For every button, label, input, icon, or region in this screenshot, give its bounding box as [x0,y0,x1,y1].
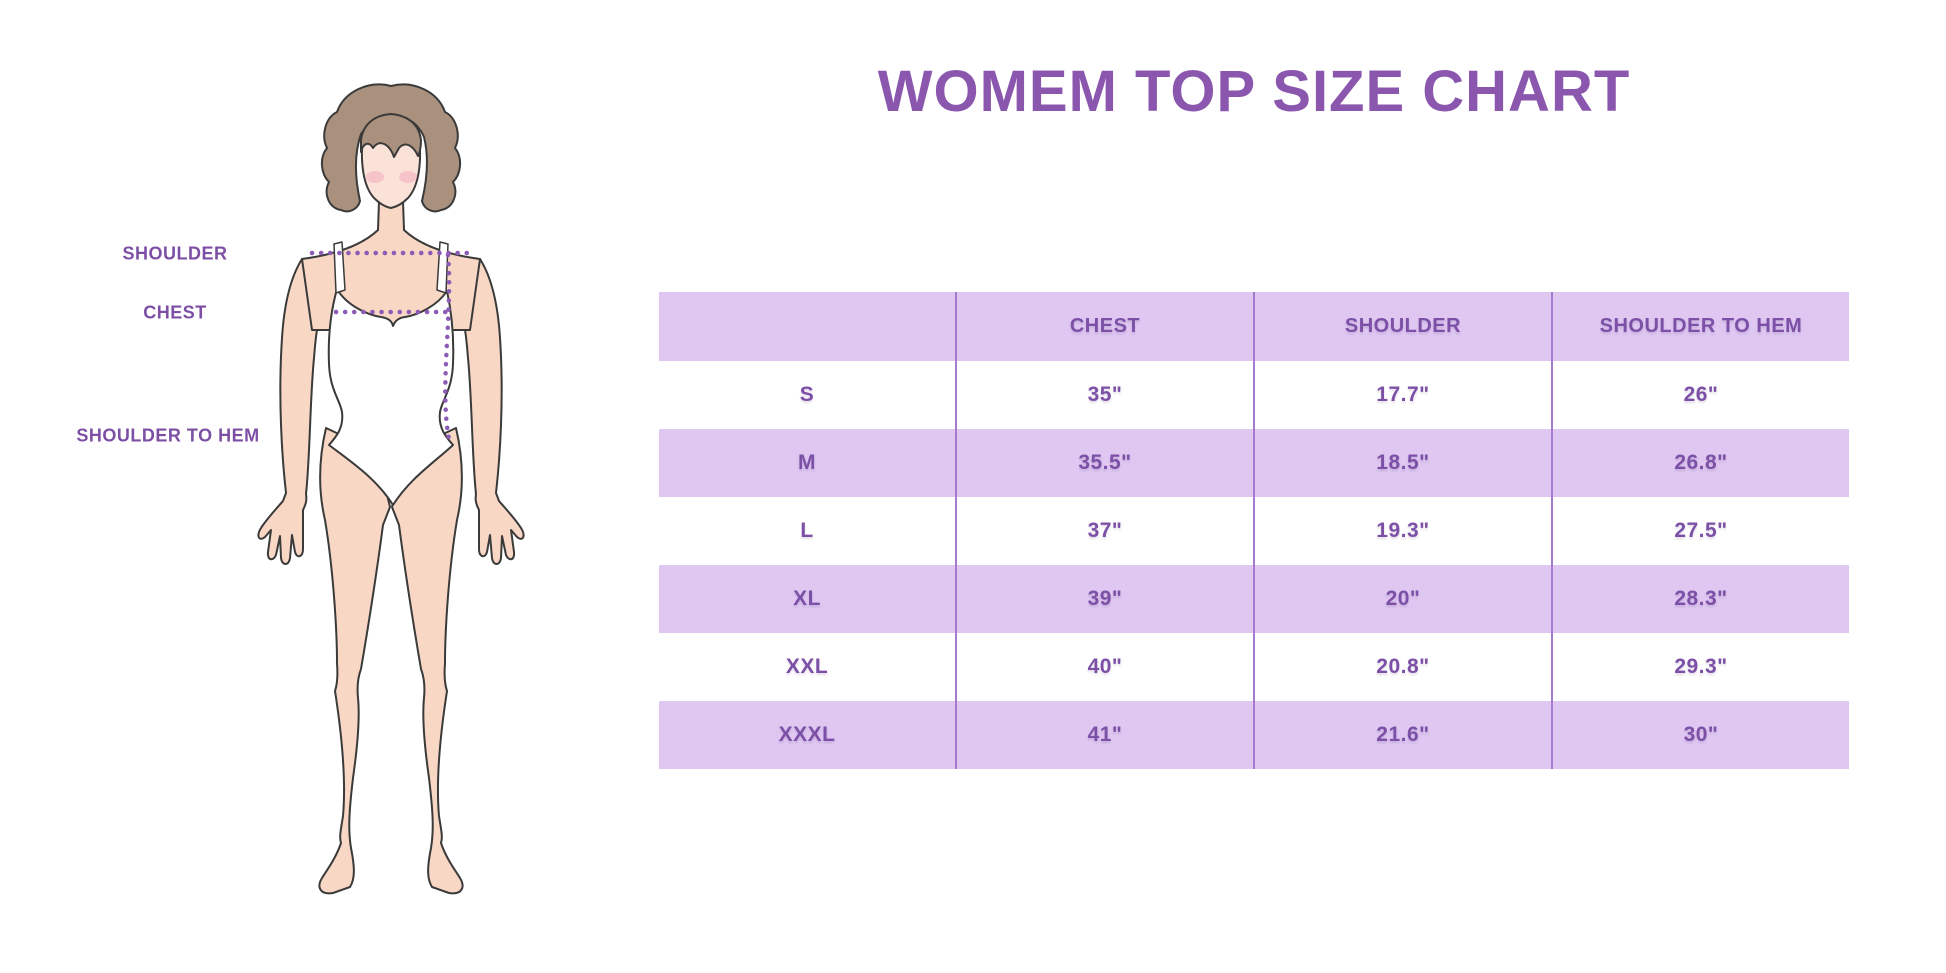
page-title: WOMEM TOP SIZE CHART [877,59,1631,124]
cell-size: XL [793,587,821,610]
cell-shoulder: 19.3" [1252,497,1552,565]
cell-chest: 40" [955,633,1254,701]
figure-blush-right [399,171,417,183]
cell-size: S [799,383,815,406]
measure-line-shoulder-to-hem [443,252,452,442]
header-size [659,292,956,361]
cell-shoulder: 20" [1252,565,1552,633]
label-shoulder: SHOULDER [122,243,228,264]
header-shoulder: SHOULDER [1252,292,1552,361]
cell-size: XXXL [778,723,836,746]
cell-chest: 35.5" [955,429,1254,497]
woman-figure-svg [257,83,525,895]
table-row: XL 39" 20" 28.3" [659,565,1849,633]
table-row: XXXL 41" 21.6" 30" [659,701,1849,769]
figure-left-strap [333,241,346,294]
cell-size: L [800,519,814,542]
figure-left-leg [318,427,391,895]
cell-chest: 35" [955,361,1254,429]
figure-hair-fringe [360,113,422,158]
cell-shoulder-to-hem: 28.3" [1550,565,1849,633]
woman-figure-illustration [230,58,550,930]
table-header-row: CHEST SHOULDER SHOULDER TO HEM [659,292,1849,361]
cell-shoulder-to-hem: 30" [1550,701,1849,769]
cell-chest: 37" [955,497,1254,565]
label-shoulder-to-hem: SHOULDER TO HEM [76,425,260,446]
size-chart-table: CHEST SHOULDER SHOULDER TO HEM S 35" 17.… [659,292,1849,769]
cell-shoulder-to-hem: 27.5" [1550,497,1849,565]
cell-chest: 41" [955,701,1254,769]
header-chest: CHEST [955,292,1254,361]
table-row: M 35.5" 18.5" 26.8" [659,429,1849,497]
figure-right-arm [454,258,525,565]
cell-size: M [798,451,816,474]
table-row: XXL 40" 20.8" 29.3" [659,633,1849,701]
cell-shoulder: 18.5" [1252,429,1552,497]
cell-shoulder-to-hem: 29.3" [1550,633,1849,701]
header-shoulder-to-hem: SHOULDER TO HEM [1550,292,1849,361]
cell-shoulder-to-hem: 26.8" [1550,429,1849,497]
figure-left-arm [257,258,328,565]
label-chest: CHEST [143,302,207,323]
cell-shoulder: 21.6" [1252,701,1552,769]
figure-camisole [327,288,455,506]
cell-shoulder-to-hem: 26" [1550,361,1849,429]
cell-size: XXL [785,655,829,678]
figure-right-leg [391,427,464,895]
cell-shoulder: 20.8" [1252,633,1552,701]
figure-blush-left [366,171,384,183]
table-row: S 35" 17.7" 26" [659,361,1849,429]
cell-chest: 39" [955,565,1254,633]
cell-shoulder: 17.7" [1252,361,1552,429]
table-row: L 37" 19.3" 27.5" [659,497,1849,565]
